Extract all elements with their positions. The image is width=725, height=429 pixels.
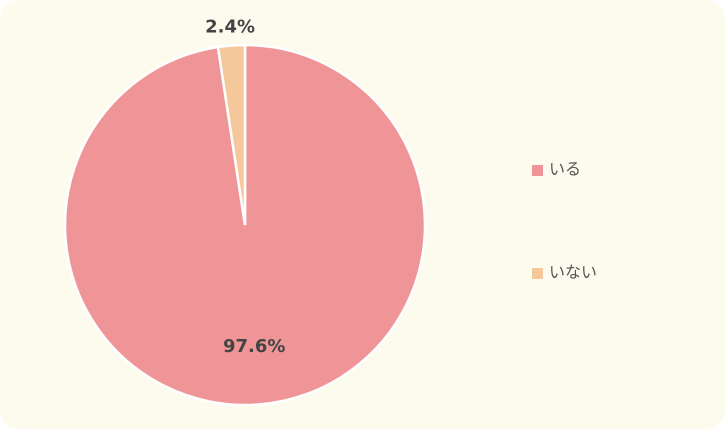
legend-label: いない <box>549 263 597 282</box>
pie-slice <box>216 43 247 226</box>
legend-swatch <box>532 165 543 176</box>
value-label: 97.6% <box>223 336 285 357</box>
value-label: 2.4% <box>205 17 255 38</box>
legend-swatch <box>532 268 543 279</box>
legend-label: いる <box>549 160 581 179</box>
